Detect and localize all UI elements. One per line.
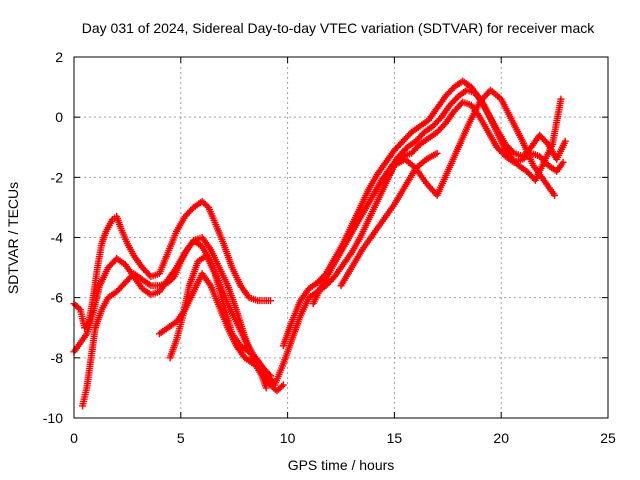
data-point (557, 95, 565, 103)
x-tick-label: 25 (600, 430, 616, 446)
data-point (559, 158, 567, 166)
x-tick-label: 5 (177, 430, 185, 446)
y-tick-label: -6 (51, 290, 64, 306)
data-point (561, 137, 569, 145)
data-point (262, 384, 270, 392)
data-point (279, 381, 287, 389)
axis-ticks (73, 56, 609, 419)
grid-lines (74, 57, 608, 418)
y-tick-label: -2 (51, 169, 64, 185)
data-points (70, 77, 569, 410)
data-point (509, 148, 517, 156)
x-axis-label: GPS time / hours (288, 457, 395, 473)
data-point (267, 297, 275, 305)
data-point (203, 202, 211, 210)
y-tick-label: -4 (51, 230, 64, 246)
x-tick-label: 20 (493, 430, 509, 446)
data-point (169, 274, 177, 282)
y-tick-label: 0 (55, 109, 63, 125)
series-track-6 (279, 77, 569, 350)
x-tick-label: 15 (387, 430, 403, 446)
y-axis-label: SDTVAR / TECUs (5, 182, 21, 294)
y-tick-label: -8 (51, 350, 64, 366)
y-tick-label: 2 (55, 49, 63, 65)
series-track-9 (380, 86, 559, 199)
y-tick-labels: -10 -8 -6 -4 -2 0 2 (43, 49, 63, 426)
data-point (433, 149, 441, 157)
data-point (75, 304, 83, 312)
y-tick-label: -10 (43, 410, 63, 426)
data-point (278, 382, 286, 390)
x-tick-label: 0 (70, 430, 78, 446)
series-track-1 (70, 197, 275, 332)
chart-title: Day 031 of 2024, Sidereal Day-to-day VTE… (82, 20, 595, 36)
data-point (551, 191, 559, 199)
x-tick-labels: 0 5 10 15 20 25 (70, 430, 616, 446)
series-track-8 (337, 149, 441, 290)
x-tick-label: 10 (280, 430, 296, 446)
